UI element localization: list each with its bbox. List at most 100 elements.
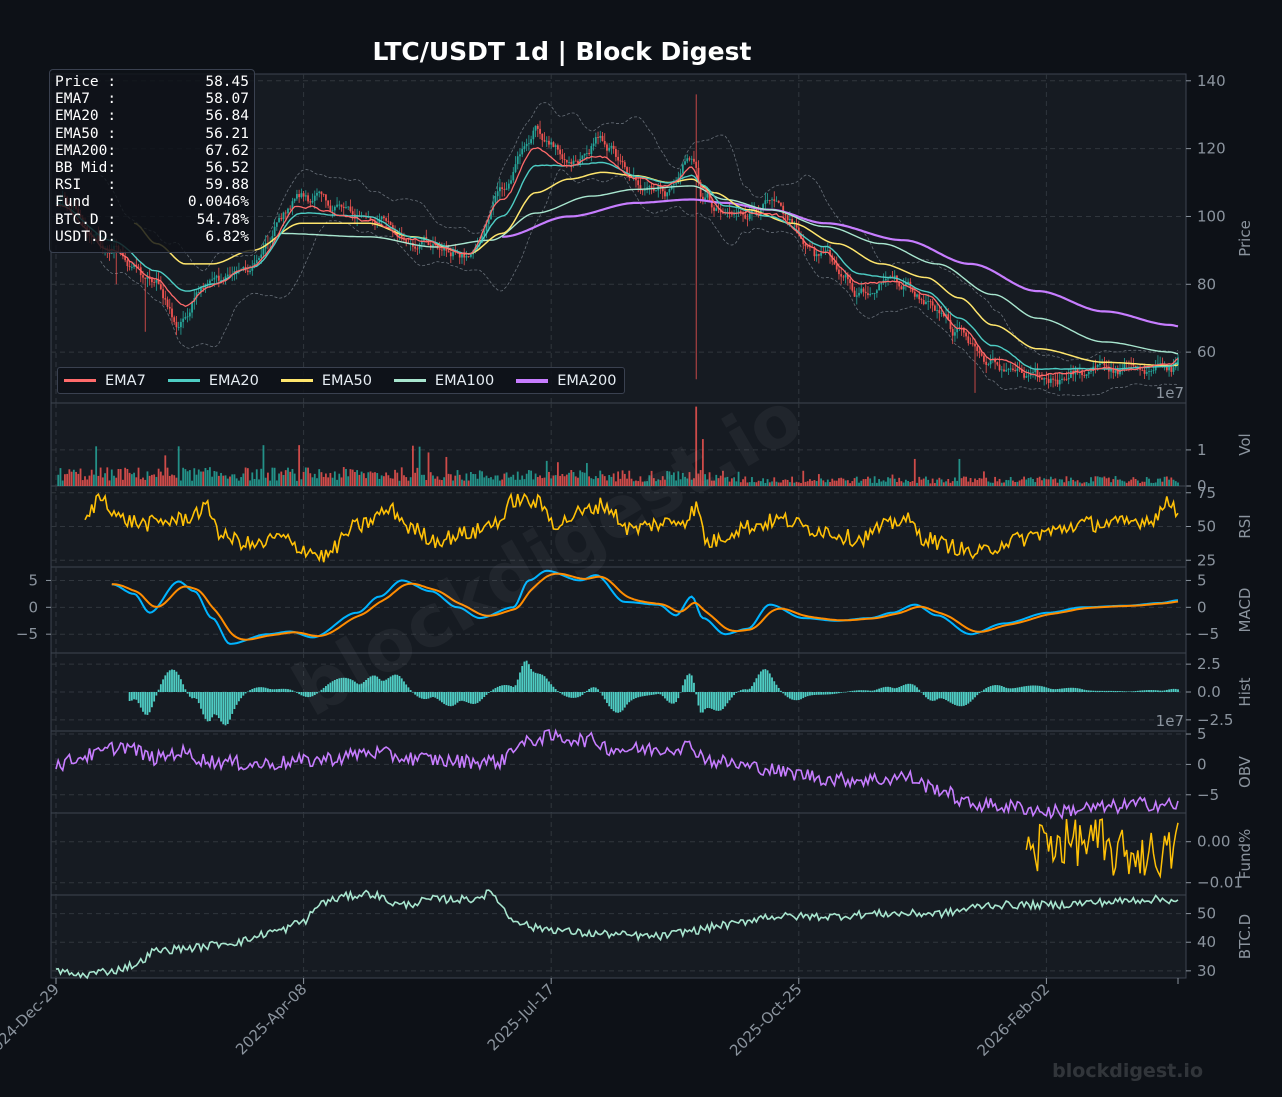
volume-bar — [467, 480, 470, 486]
volume-bar — [378, 478, 381, 486]
histogram-bar — [971, 692, 974, 700]
volume-bar — [229, 476, 231, 486]
volume-bar — [1116, 479, 1119, 486]
candle-body — [791, 219, 794, 225]
candle-body — [1067, 377, 1070, 380]
volume-bar — [222, 475, 225, 486]
histogram-bar — [1005, 687, 1008, 692]
candle-body — [133, 264, 135, 267]
histogram-bar — [797, 692, 800, 700]
candle-body — [1087, 371, 1090, 375]
bollinger-lower — [100, 168, 1179, 397]
candle-body — [840, 274, 843, 277]
volume-bar — [432, 475, 434, 486]
candle-body — [954, 332, 956, 336]
volume-bar — [93, 474, 95, 486]
volume-bar — [793, 482, 796, 486]
volume-bar — [936, 479, 938, 486]
candle-body — [126, 260, 129, 267]
candle-body — [949, 319, 952, 330]
info-value: 56.52 — [205, 160, 249, 177]
volume-bar — [1159, 478, 1162, 486]
volume-bar — [278, 473, 280, 486]
candle-body — [907, 281, 909, 284]
candle-body — [369, 217, 372, 221]
histogram-bar — [519, 672, 521, 692]
histogram-bar — [135, 692, 138, 700]
volume-bar — [1000, 482, 1003, 486]
y-axis-label: BTC.D — [1236, 914, 1254, 959]
histogram-bar — [693, 682, 695, 692]
histogram-bar — [561, 692, 564, 695]
candle-body — [599, 135, 602, 138]
candle-body — [226, 274, 229, 277]
candle-body — [710, 200, 713, 208]
candle-body — [867, 293, 869, 296]
candle-body — [815, 254, 818, 257]
volume-bar — [320, 472, 323, 486]
histogram-bar — [563, 692, 566, 696]
histogram-bar — [505, 685, 508, 692]
histogram-bar — [1172, 688, 1175, 692]
histogram-bar — [336, 679, 338, 692]
histogram-bar — [800, 692, 802, 700]
candle-body — [806, 246, 809, 247]
volume-bar — [904, 479, 907, 486]
volume-bar — [594, 476, 597, 486]
candle-body — [842, 276, 845, 278]
histogram-bar — [766, 670, 769, 692]
candle-body — [380, 216, 383, 220]
volume-bar — [568, 472, 570, 486]
histogram-bar — [304, 692, 307, 697]
histogram-bar — [967, 692, 970, 704]
volume-bar — [148, 475, 151, 486]
volume-bar — [246, 468, 249, 486]
volume-bar — [106, 467, 109, 486]
volume-bars — [57, 406, 1179, 486]
candle-body — [1027, 375, 1030, 377]
histogram-bar — [902, 685, 905, 692]
candle-body — [844, 274, 847, 278]
volume-bar — [782, 480, 785, 486]
volume-bar — [929, 483, 932, 486]
histogram-bar — [360, 683, 363, 692]
candle-body — [387, 220, 390, 222]
histogram-bar — [965, 692, 967, 705]
histogram-bar — [407, 687, 410, 692]
candle-body — [713, 207, 715, 211]
histogram-bar — [543, 676, 546, 692]
candle-body — [1025, 376, 1028, 378]
candle-body — [1145, 372, 1148, 374]
candle-body — [463, 253, 466, 258]
candle-body — [449, 252, 452, 257]
histogram-bar — [307, 692, 309, 698]
histogram-bar — [1036, 685, 1039, 692]
candle-body — [1114, 370, 1117, 373]
volume-bar — [380, 475, 383, 486]
candle-body — [262, 248, 265, 255]
volume-bar — [695, 406, 698, 486]
histogram-bar — [728, 692, 731, 701]
candle-body — [545, 140, 548, 142]
volume-bar — [376, 473, 379, 486]
candle-body — [983, 355, 985, 362]
volume-bar — [744, 476, 747, 486]
volume-bar — [514, 479, 517, 486]
candle-body — [1110, 369, 1112, 372]
volume-bar — [374, 472, 376, 486]
histogram-bar — [911, 684, 914, 692]
candle-body — [951, 329, 954, 336]
histogram-bar — [296, 692, 298, 693]
volume-bar — [516, 471, 519, 486]
candle-body — [1076, 369, 1079, 373]
candle-body — [962, 327, 965, 333]
candle-body — [873, 293, 876, 294]
candle-body — [278, 217, 280, 223]
candle-body — [514, 164, 517, 172]
histogram-bar — [249, 690, 251, 692]
histogram-bar — [958, 692, 961, 707]
candle-body — [554, 145, 557, 147]
histogram-bar — [514, 685, 517, 692]
volume-bar — [157, 468, 160, 486]
